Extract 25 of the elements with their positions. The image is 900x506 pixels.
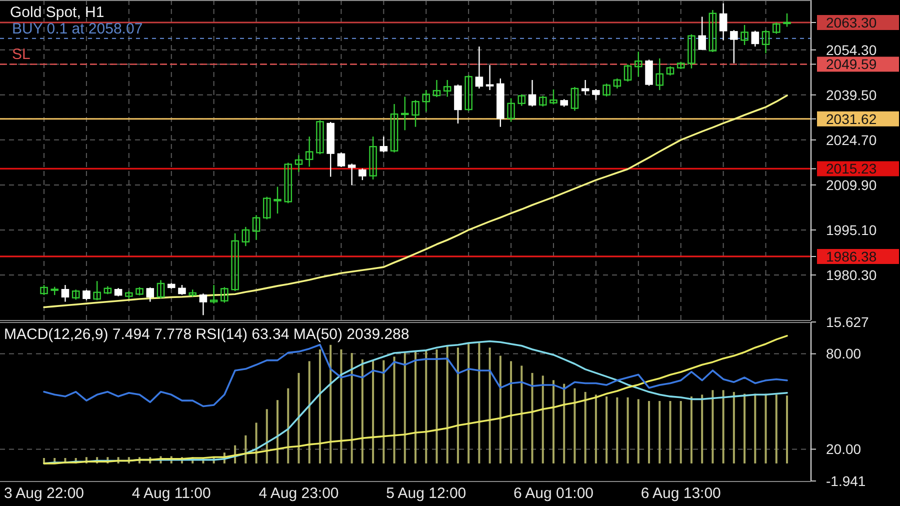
x-tick-label: 5 Aug 12:00 <box>386 485 466 502</box>
y-tick-label: 1980.30 <box>826 266 877 283</box>
y-tick-label: 2039.50 <box>826 86 877 103</box>
x-tick-label: 4 Aug 11:00 <box>132 485 211 502</box>
y-tick-label: 2024.70 <box>826 132 877 148</box>
y-tick-label: 2049.59 <box>826 56 877 72</box>
x-tick-label: 4 Aug 23:00 <box>258 485 339 502</box>
y-tick-label: 2054.30 <box>826 42 877 58</box>
x-tick-label: 6 Aug 01:00 <box>513 485 594 502</box>
y2-tick-label: 20.00 <box>826 441 862 458</box>
chart-title: MACD(12,26,9) 7.494 7.778 RSI(14) 63.34 MA(50) 2039.288 <box>4 326 410 343</box>
y-tick-label: 2015.23 <box>826 160 877 177</box>
y-tick-label: 1986.38 <box>826 248 877 264</box>
y-tick-label: 2063.30 <box>826 14 877 30</box>
x-tick-label: 3 Aug 22:00 <box>4 485 84 502</box>
y-tick-label: 15.627 <box>826 314 870 330</box>
chart-title: Gold Spot, H1 <box>10 4 104 21</box>
y2-tick-label: 80.00 <box>826 346 862 362</box>
ref-line-label: BUY 0.1 at 2058.07 <box>12 20 143 38</box>
y-tick-label: 2009.90 <box>826 176 877 193</box>
y-tick-label: 2031.62 <box>826 110 877 127</box>
y-tick-label: 1995.10 <box>826 222 877 238</box>
x-tick-label: 6 Aug 13:00 <box>640 485 721 502</box>
y-tick-label: -1.941 <box>826 472 866 489</box>
ref-line-label: SL <box>12 46 30 64</box>
